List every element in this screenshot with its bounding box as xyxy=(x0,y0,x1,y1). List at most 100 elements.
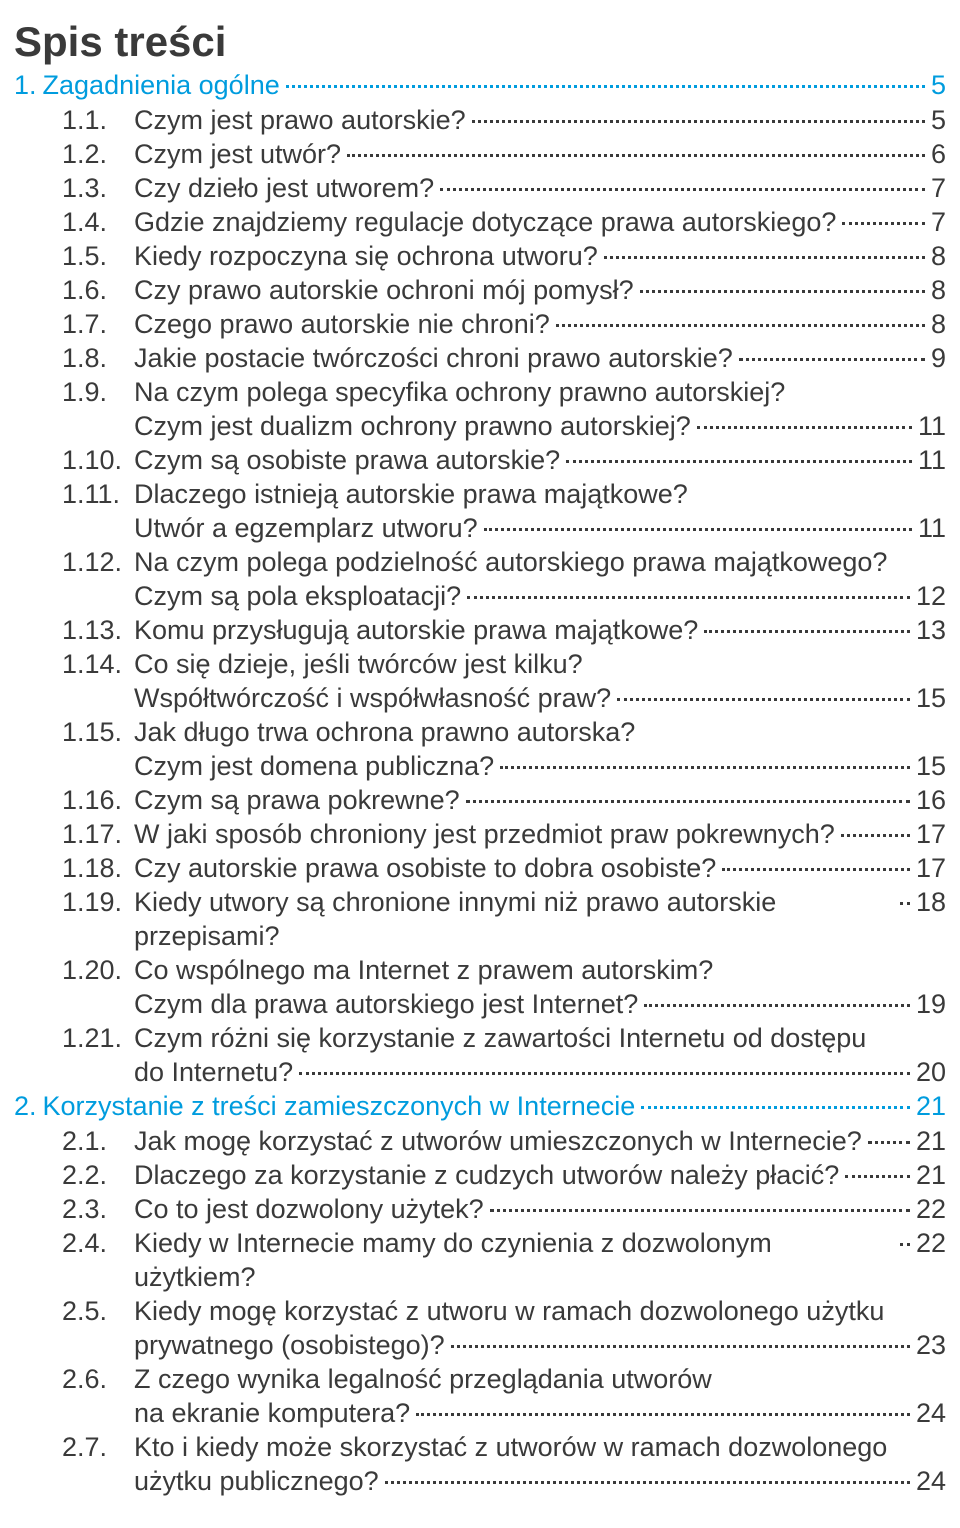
entry-line: Czym dla prawa autorskiego jest Internet… xyxy=(134,987,946,1021)
entry-line: Kiedy rozpoczyna się ochrona utworu? 8 xyxy=(134,239,946,273)
entry-line: Na czym polega specyfika ochrony prawno … xyxy=(134,375,946,409)
entry-body: Czym są prawa pokrewne? 16 xyxy=(134,783,946,817)
entry-line: Co wspólnego ma Internet z prawem autors… xyxy=(134,953,946,987)
entry-text: Czy dzieło jest utworem? xyxy=(134,171,434,205)
entry-page: 13 xyxy=(916,613,946,647)
entry-number: 1.6. xyxy=(14,273,134,307)
entry-line: W jaki sposób chroniony jest przedmiot p… xyxy=(134,817,946,851)
entry-number: 1.17. xyxy=(14,817,134,851)
entry-text: do Internetu? xyxy=(134,1055,293,1089)
toc-entry: 1.2.Czym jest utwór? 6 xyxy=(14,137,946,171)
toc-entry: 1.4.Gdzie znajdziemy regulacje dotyczące… xyxy=(14,205,946,239)
entry-body: Dlaczego istnieją autorskie prawa majątk… xyxy=(134,477,946,545)
entry-number: 1.8. xyxy=(14,341,134,375)
entry-line: Jak długo trwa ochrona prawno autorska? xyxy=(134,715,946,749)
entry-text: Współtwórczość i współwłasność praw? xyxy=(134,681,611,715)
entry-line: Czym są prawa pokrewne? 16 xyxy=(134,783,946,817)
entry-body: Czy prawo autorskie ochroni mój pomysł? 8 xyxy=(134,273,946,307)
entry-number: 1.9. xyxy=(14,375,134,409)
entry-text: Czym są osobiste prawa autorskie? xyxy=(134,443,560,477)
entry-text: użytku publicznego? xyxy=(134,1464,379,1498)
entry-number: 2.5. xyxy=(14,1294,134,1328)
entry-body: Czy dzieło jest utworem? 7 xyxy=(134,171,946,205)
entry-line: Współtwórczość i współwłasność praw?15 xyxy=(134,681,946,715)
chapter-page: 5 xyxy=(931,70,946,101)
entry-line: Komu przysługują autorskie prawa majątko… xyxy=(134,613,946,647)
chapter-title: Korzystanie z treści zamieszczonych w In… xyxy=(43,1091,636,1122)
toc-entry: 1.6.Czy prawo autorskie ochroni mój pomy… xyxy=(14,273,946,307)
chapter-number: 1. xyxy=(14,70,37,101)
toc-entry: 1.19.Kiedy utwory są chronione innymi ni… xyxy=(14,885,946,953)
entry-text: Czym jest domena publiczna? xyxy=(134,749,494,783)
entry-body: Co wspólnego ma Internet z prawem autors… xyxy=(134,953,946,1021)
leader-dots xyxy=(472,120,925,123)
entry-number: 1.19. xyxy=(14,885,134,919)
leader-dots xyxy=(440,188,925,191)
entry-page: 18 xyxy=(916,885,946,919)
toc-entry: 2.1.Jak mogę korzystać z utworów umieszc… xyxy=(14,1124,946,1158)
toc-entry: 2.4.Kiedy w Internecie mamy do czynienia… xyxy=(14,1226,946,1294)
entry-text: Czym jest prawo autorskie? xyxy=(134,103,466,137)
chapter-page: 21 xyxy=(916,1091,946,1122)
entry-line: Z czego wynika legalność przeglądania ut… xyxy=(134,1362,946,1396)
entry-text: Gdzie znajdziemy regulacje dotyczące pra… xyxy=(134,205,836,239)
entry-page: 8 xyxy=(931,239,946,273)
entry-body: Kiedy mogę korzystać z utworu w ramach d… xyxy=(134,1294,946,1362)
entry-number: 1.2. xyxy=(14,137,134,171)
entry-number: 2.3. xyxy=(14,1192,134,1226)
entry-text: Czy prawo autorskie ochroni mój pomysł? xyxy=(134,273,634,307)
entry-number: 2.7. xyxy=(14,1430,134,1464)
entry-body: Jakie postacie twórczości chroni prawo a… xyxy=(134,341,946,375)
entry-body: Czego prawo autorskie nie chroni?8 xyxy=(134,307,946,341)
entry-page: 6 xyxy=(931,137,946,171)
chapter-title: Zagadnienia ogólne xyxy=(43,70,280,101)
entry-text: Czego prawo autorskie nie chroni? xyxy=(134,307,550,341)
entry-body: Kiedy rozpoczyna się ochrona utworu? 8 xyxy=(134,239,946,273)
entry-body: Co się dzieje, jeśli twórców jest kilku?… xyxy=(134,647,946,715)
entry-number: 2.1. xyxy=(14,1124,134,1158)
entry-text: Kiedy rozpoczyna się ochrona utworu? xyxy=(134,239,598,273)
toc-entry: 1.9.Na czym polega specyfika ochrony pra… xyxy=(14,375,946,443)
entry-body: Komu przysługują autorskie prawa majątko… xyxy=(134,613,946,647)
leader-dots xyxy=(641,1106,910,1109)
entry-page: 12 xyxy=(916,579,946,613)
entry-page: 11 xyxy=(918,511,946,545)
entry-text: Na czym polega podzielność autorskiego p… xyxy=(134,545,887,579)
entry-text: Czym są prawa pokrewne? xyxy=(134,783,460,817)
entry-number: 1.18. xyxy=(14,851,134,885)
entry-text: Komu przysługują autorskie prawa majątko… xyxy=(134,613,698,647)
leader-dots xyxy=(490,1209,910,1212)
entry-line: Kiedy mogę korzystać z utworu w ramach d… xyxy=(134,1294,946,1328)
entry-text: Czy autorskie prawa osobiste to dobra os… xyxy=(134,851,716,885)
chapter-heading: 1.Zagadnienia ogólne 5 xyxy=(14,70,946,101)
leader-dots xyxy=(451,1345,910,1348)
toc-entry: 1.16.Czym są prawa pokrewne?16 xyxy=(14,783,946,817)
entry-body: Kto i kiedy może skorzystać z utworów w … xyxy=(134,1430,946,1498)
entry-body: Gdzie znajdziemy regulacje dotyczące pra… xyxy=(134,205,946,239)
entry-page: 7 xyxy=(931,205,946,239)
entry-text: Czym jest utwór? xyxy=(134,137,341,171)
entry-page: 8 xyxy=(931,273,946,307)
entry-text: Jakie postacie twórczości chroni prawo a… xyxy=(134,341,733,375)
entry-number: 2.2. xyxy=(14,1158,134,1192)
entry-line: Kiedy w Internecie mamy do czynienia z d… xyxy=(134,1226,946,1294)
entry-line: Czym są pola eksploatacji?12 xyxy=(134,579,946,613)
entry-page: 9 xyxy=(931,341,946,375)
entry-number: 1.14. xyxy=(14,647,134,681)
entry-body: Czym różni się korzystanie z zawartości … xyxy=(134,1021,946,1089)
toc-entry: 1.5.Kiedy rozpoczyna się ochrona utworu?… xyxy=(14,239,946,273)
entry-body: Czym jest prawo autorskie?5 xyxy=(134,103,946,137)
page-title: Spis treści xyxy=(14,18,946,66)
toc-entry: 1.13.Komu przysługują autorskie prawa ma… xyxy=(14,613,946,647)
chapter-heading: 2.Korzystanie z treści zamieszczonych w … xyxy=(14,1091,946,1122)
entry-page: 23 xyxy=(916,1328,946,1362)
leader-dots xyxy=(299,1072,910,1075)
entry-page: 21 xyxy=(916,1124,946,1158)
entry-line: Czy autorskie prawa osobiste to dobra os… xyxy=(134,851,946,885)
leader-dots xyxy=(617,698,910,701)
entry-number: 2.6. xyxy=(14,1362,134,1396)
entry-page: 16 xyxy=(916,783,946,817)
entry-page: 7 xyxy=(931,171,946,205)
entry-line: Kiedy utwory są chronione innymi niż pra… xyxy=(134,885,946,953)
entry-body: Czym są osobiste prawa autorskie?11 xyxy=(134,443,946,477)
